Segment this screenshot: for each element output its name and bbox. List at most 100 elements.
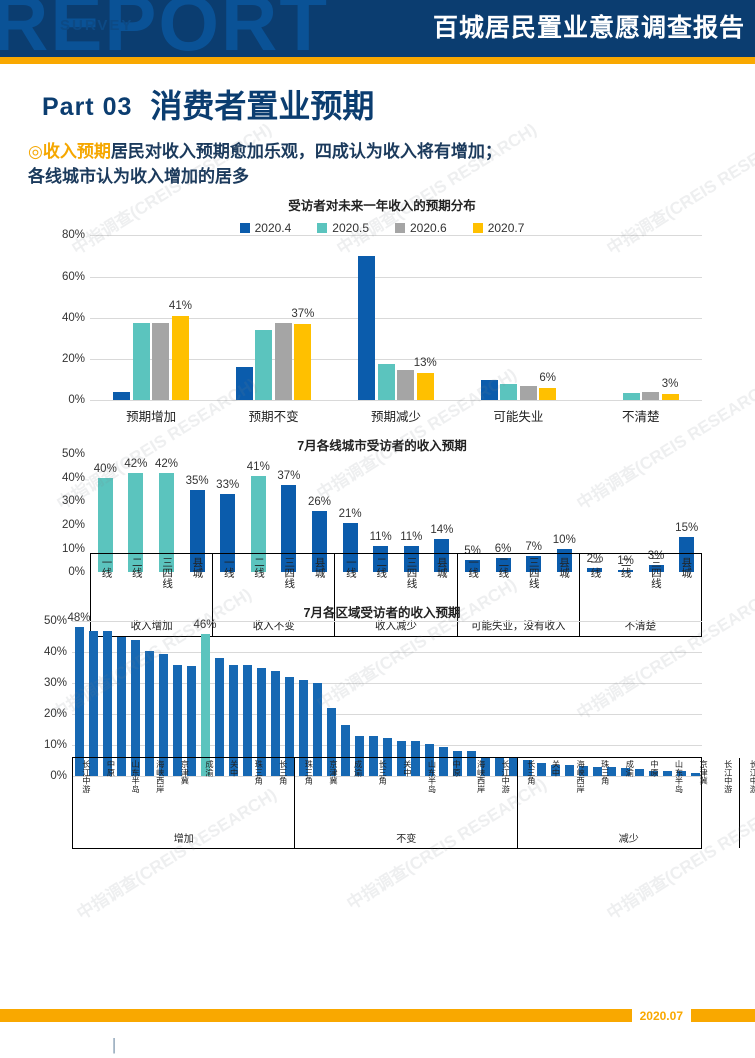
chart2-axis-section: 一线 二线 三四线 县城 不清楚 bbox=[580, 554, 701, 636]
chart1-y-tick-label: 20% bbox=[61, 353, 85, 366]
footer-bar-right bbox=[691, 1009, 755, 1022]
chart3-region-label: 中原 bbox=[106, 760, 116, 777]
chart1-legend-item[interactable]: 2020.4 bbox=[239, 221, 292, 236]
chart3-region-tick: 长江中游 bbox=[492, 758, 517, 829]
chart2-y-tick-label: 40% bbox=[61, 471, 85, 484]
page-header: REPORT SURVEY 百城居民置业意愿调查报告 bbox=[0, 0, 755, 57]
chart3-region-tick: 山东半岛 bbox=[419, 758, 444, 829]
chart2-tier-tick: 县城 bbox=[304, 554, 334, 617]
chart1-category-label: 不清楚 bbox=[622, 410, 660, 425]
chart1-legend-item[interactable]: 2020.7 bbox=[472, 221, 525, 236]
chart1-legend-item[interactable]: 2020.6 bbox=[395, 221, 447, 235]
chart3-axis-section: 长三角 关中 海峡西岸 珠三角 成渝 中原 山东半岛 京津冀 长江中游 减少 bbox=[518, 758, 741, 849]
chart1-bar bbox=[622, 393, 640, 401]
chart2-bar bbox=[159, 473, 174, 573]
chart3-tick-row: 珠三角 京津冀 成渝 长三角 关中 山东半岛 中原 海峡西岸 长江中游 bbox=[295, 758, 516, 829]
chart1-bar bbox=[255, 330, 273, 401]
chart3-region-label: 长江中游 bbox=[723, 760, 733, 794]
chart2-axis-section: 一线 二线 三四线 县城 收入不变 bbox=[213, 554, 336, 637]
chart2-section-name: 不清楚 bbox=[624, 620, 657, 633]
chart1-category-label: 预期不变 bbox=[248, 410, 299, 425]
chart3-bar bbox=[564, 764, 574, 777]
chart2-tier-tick: 一线 bbox=[580, 554, 610, 617]
gridline bbox=[90, 276, 702, 278]
chart3-bar bbox=[592, 766, 602, 777]
chart2-section-name: 收入增加 bbox=[130, 620, 173, 633]
chart1-bar bbox=[132, 322, 150, 401]
chart2-tier-label: 县城 bbox=[435, 557, 448, 579]
chart3-bar bbox=[480, 757, 490, 777]
chart1-category-label: 可能失业 bbox=[493, 410, 544, 425]
chart1-category-label: 预期增加 bbox=[126, 410, 177, 425]
chart2-data-label: 33% bbox=[216, 479, 240, 492]
chart2-bar bbox=[189, 489, 205, 573]
chart3-region-label: 成渝 bbox=[353, 760, 363, 777]
chart3-axis-section: 珠三角 京津冀 成渝 长三角 关中 山东半岛 中原 海峡西岸 长江中游 不变 bbox=[295, 758, 518, 849]
chart2-tier-label: 一线 bbox=[222, 557, 235, 579]
gridline bbox=[90, 400, 702, 402]
gridline bbox=[72, 714, 702, 716]
chart2-tier-tick: 县城 bbox=[426, 554, 456, 617]
chart3-bar bbox=[648, 770, 658, 777]
chart1-legend-item[interactable]: 2020.5 bbox=[317, 221, 369, 235]
chart1-title: 受访者对未来一年收入的预期分布 bbox=[288, 199, 476, 214]
chart3-plot-area: 0% 10% 20% 30% 40% 50% 48% 46% bbox=[44, 612, 702, 782]
chart1-y-tick-label: 60% bbox=[61, 270, 85, 283]
chart3-bar bbox=[676, 771, 686, 777]
chart3-bar bbox=[536, 763, 546, 777]
chart3-bar bbox=[578, 766, 588, 777]
chart2-data-label: 1% bbox=[617, 554, 634, 567]
legend-swatch-icon bbox=[472, 223, 483, 234]
chart3-region-tick: 长江中游 bbox=[715, 758, 740, 829]
chart1-bar bbox=[397, 370, 415, 401]
chart3-y-tick-label: 30% bbox=[43, 677, 67, 690]
chart2-bar bbox=[250, 475, 266, 573]
chart2-data-label: 42% bbox=[154, 458, 179, 471]
chart3-bar bbox=[284, 677, 294, 777]
chart2-bar bbox=[312, 510, 327, 573]
chart3-bar bbox=[634, 768, 644, 777]
chart3-axis-section: 长江中游海峡西岸成渝京津冀中原关中山东半岛珠三角长三角可能失业，没有收入 bbox=[740, 758, 755, 848]
legend-label: 2020.6 bbox=[410, 221, 447, 236]
chart2-tier-label: 三四线 bbox=[649, 557, 662, 589]
legend-swatch-icon bbox=[317, 223, 328, 234]
chart3-bar bbox=[116, 636, 126, 777]
chart3-bar bbox=[466, 751, 476, 777]
chart2-tier-label: 县城 bbox=[680, 557, 693, 579]
chart3-tick-row: 长江中游海峡西岸成渝京津冀中原关中山东半岛珠三角长三角 bbox=[740, 758, 755, 829]
chart3-bar bbox=[298, 680, 308, 777]
page-footer: 2020.07 bbox=[0, 1008, 755, 1023]
chart2-bar bbox=[526, 555, 542, 573]
chart2-data-label: 14% bbox=[430, 524, 454, 537]
chart3-bar bbox=[508, 758, 518, 777]
chart2-y-tick-label: 20% bbox=[61, 519, 85, 532]
gridline bbox=[90, 235, 702, 237]
chart1-data-label: 41% bbox=[168, 299, 192, 312]
chart3-region-tick: 长江中游 bbox=[73, 758, 98, 829]
subhead-divider: | bbox=[111, 1035, 117, 1055]
chart3-bar bbox=[144, 650, 154, 777]
legend-swatch-icon bbox=[239, 223, 250, 234]
chart3-bar bbox=[200, 633, 210, 777]
chart3-region-tick: 京津冀 bbox=[171, 758, 196, 829]
chart3-tick-row: 长三角 关中 海峡西岸 珠三角 成渝 中原 山东半岛 京津冀 长江中游 bbox=[518, 758, 739, 829]
chart2-tier-label: 一线 bbox=[100, 557, 113, 579]
chart3-bar bbox=[410, 740, 420, 777]
legend-label: 2020.4 bbox=[254, 221, 292, 236]
chart2-tick-row: 一线 二线 三四线 县城 bbox=[335, 554, 456, 617]
chart3-region-label: 海峡西岸 bbox=[575, 760, 585, 794]
chart3-region-label: 京津冀 bbox=[328, 760, 338, 785]
chart2-tier-label: 一线 bbox=[589, 557, 602, 579]
chart2-y-tick-label: 0% bbox=[68, 566, 85, 579]
chart3-bar bbox=[256, 667, 266, 777]
chart1-bar bbox=[113, 392, 131, 401]
chart3-bar bbox=[424, 743, 434, 777]
chart2-tick-row: 一线 二线 三四线 县城 bbox=[580, 554, 701, 617]
chart2-tier-tick: 三四线 bbox=[518, 554, 548, 617]
legend-label: 2020.7 bbox=[487, 221, 525, 236]
chart2-bar bbox=[495, 558, 511, 573]
chart2-data-label: 41% bbox=[246, 460, 270, 473]
chart2-tier-tick: 二线 bbox=[488, 554, 518, 617]
chart1-bar bbox=[661, 394, 679, 401]
chart2-data-label: 5% bbox=[464, 545, 481, 558]
